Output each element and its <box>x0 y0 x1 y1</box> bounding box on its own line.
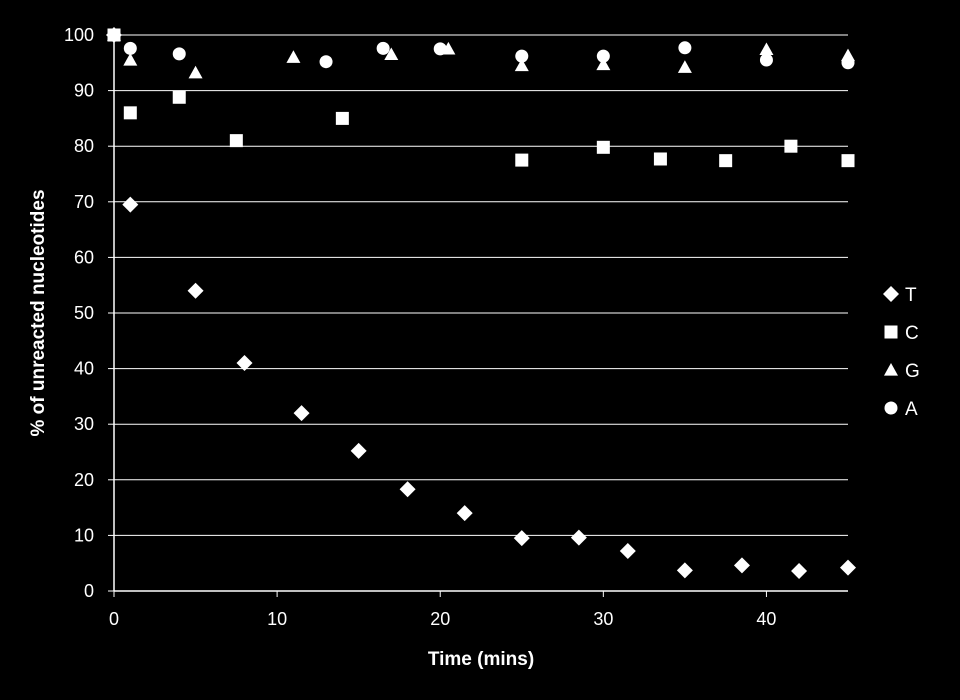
legend-label-a: A <box>905 399 918 420</box>
point-a-1 <box>123 41 137 55</box>
point-t-10 <box>619 542 636 559</box>
legend-item-a: A <box>884 399 918 420</box>
y-tick-label-80: 80 <box>74 136 94 156</box>
point-g-8 <box>677 60 692 73</box>
x-tick-labels: 0 10 20 30 40 <box>109 609 776 629</box>
point-t-11 <box>676 562 693 579</box>
point-g-9 <box>759 42 774 56</box>
point-t-14 <box>840 559 856 576</box>
x-tick-label-40: 40 <box>756 609 776 629</box>
point-a-5 <box>433 42 447 56</box>
point-a-6 <box>515 49 529 63</box>
y-tick-label-90: 90 <box>74 81 94 101</box>
legend-marker-t <box>883 286 899 302</box>
point-t-4 <box>293 405 310 422</box>
point-t-9 <box>570 529 587 546</box>
point-t-6 <box>399 481 416 498</box>
point-c-9 <box>784 139 798 153</box>
data-points <box>106 27 856 579</box>
x-tick-label-20: 20 <box>430 609 450 629</box>
point-t-8 <box>513 530 530 547</box>
point-a-8 <box>678 41 692 55</box>
y-tick-label-20: 20 <box>74 470 94 490</box>
point-c-10 <box>841 154 855 168</box>
point-c-2 <box>172 90 186 104</box>
point-a-7 <box>596 49 610 63</box>
point-c-8 <box>719 154 733 168</box>
y-tick-labels: 0 10 20 30 40 50 60 70 80 90 100 <box>64 25 94 601</box>
legend-item-g: G <box>884 361 920 382</box>
point-a-3 <box>319 55 333 69</box>
legend-label-c: C <box>905 323 919 344</box>
point-t-12 <box>733 557 750 574</box>
point-a-9 <box>759 53 773 67</box>
y-tick-label-30: 30 <box>74 414 94 434</box>
point-g-3 <box>286 50 301 63</box>
legend-item-c: C <box>884 323 919 344</box>
point-c-5 <box>515 153 529 167</box>
y-axis-title: % of unreacted nucleotides <box>28 189 49 436</box>
x-tick-label-30: 30 <box>593 609 613 629</box>
point-c-3 <box>229 134 243 148</box>
y-tick-label-0: 0 <box>84 581 94 601</box>
point-c-7 <box>653 152 667 166</box>
point-c-4 <box>335 111 349 125</box>
legend-label-g: G <box>905 361 920 382</box>
legend-marker-c <box>884 325 898 339</box>
point-t-13 <box>791 562 808 579</box>
legend-marker-g <box>884 363 898 376</box>
legend-marker-a <box>884 401 898 415</box>
point-g-2 <box>188 65 203 79</box>
x-axis-title: Time (mins) <box>428 649 534 670</box>
point-g-4 <box>384 47 399 61</box>
point-t-1 <box>122 196 139 213</box>
point-a-2 <box>172 47 186 61</box>
point-g-6 <box>514 58 529 72</box>
grid-lines <box>114 34 848 536</box>
y-tick-label-100: 100 <box>64 25 94 45</box>
point-a-10 <box>841 56 855 70</box>
y-tick-label-40: 40 <box>74 359 94 379</box>
y-tick-label-70: 70 <box>74 192 94 212</box>
legend-item-t: T <box>883 285 917 306</box>
y-tick-label-50: 50 <box>74 303 94 323</box>
point-t-5 <box>350 442 367 459</box>
point-g-7 <box>596 57 611 71</box>
axes <box>108 34 848 597</box>
point-a-4 <box>376 41 390 55</box>
point-t-3 <box>236 355 253 372</box>
point-t-7 <box>456 505 473 522</box>
x-tick-label-10: 10 <box>267 609 287 629</box>
x-tick-label-0: 0 <box>109 609 119 629</box>
y-tick-label-60: 60 <box>74 247 94 267</box>
point-c-1 <box>123 106 137 120</box>
point-g-1 <box>123 53 138 66</box>
point-a-0 <box>107 28 121 42</box>
legend-label-t: T <box>905 285 917 306</box>
point-t-2 <box>187 282 204 299</box>
y-tick-label-10: 10 <box>74 525 94 545</box>
point-c-6 <box>596 140 610 154</box>
